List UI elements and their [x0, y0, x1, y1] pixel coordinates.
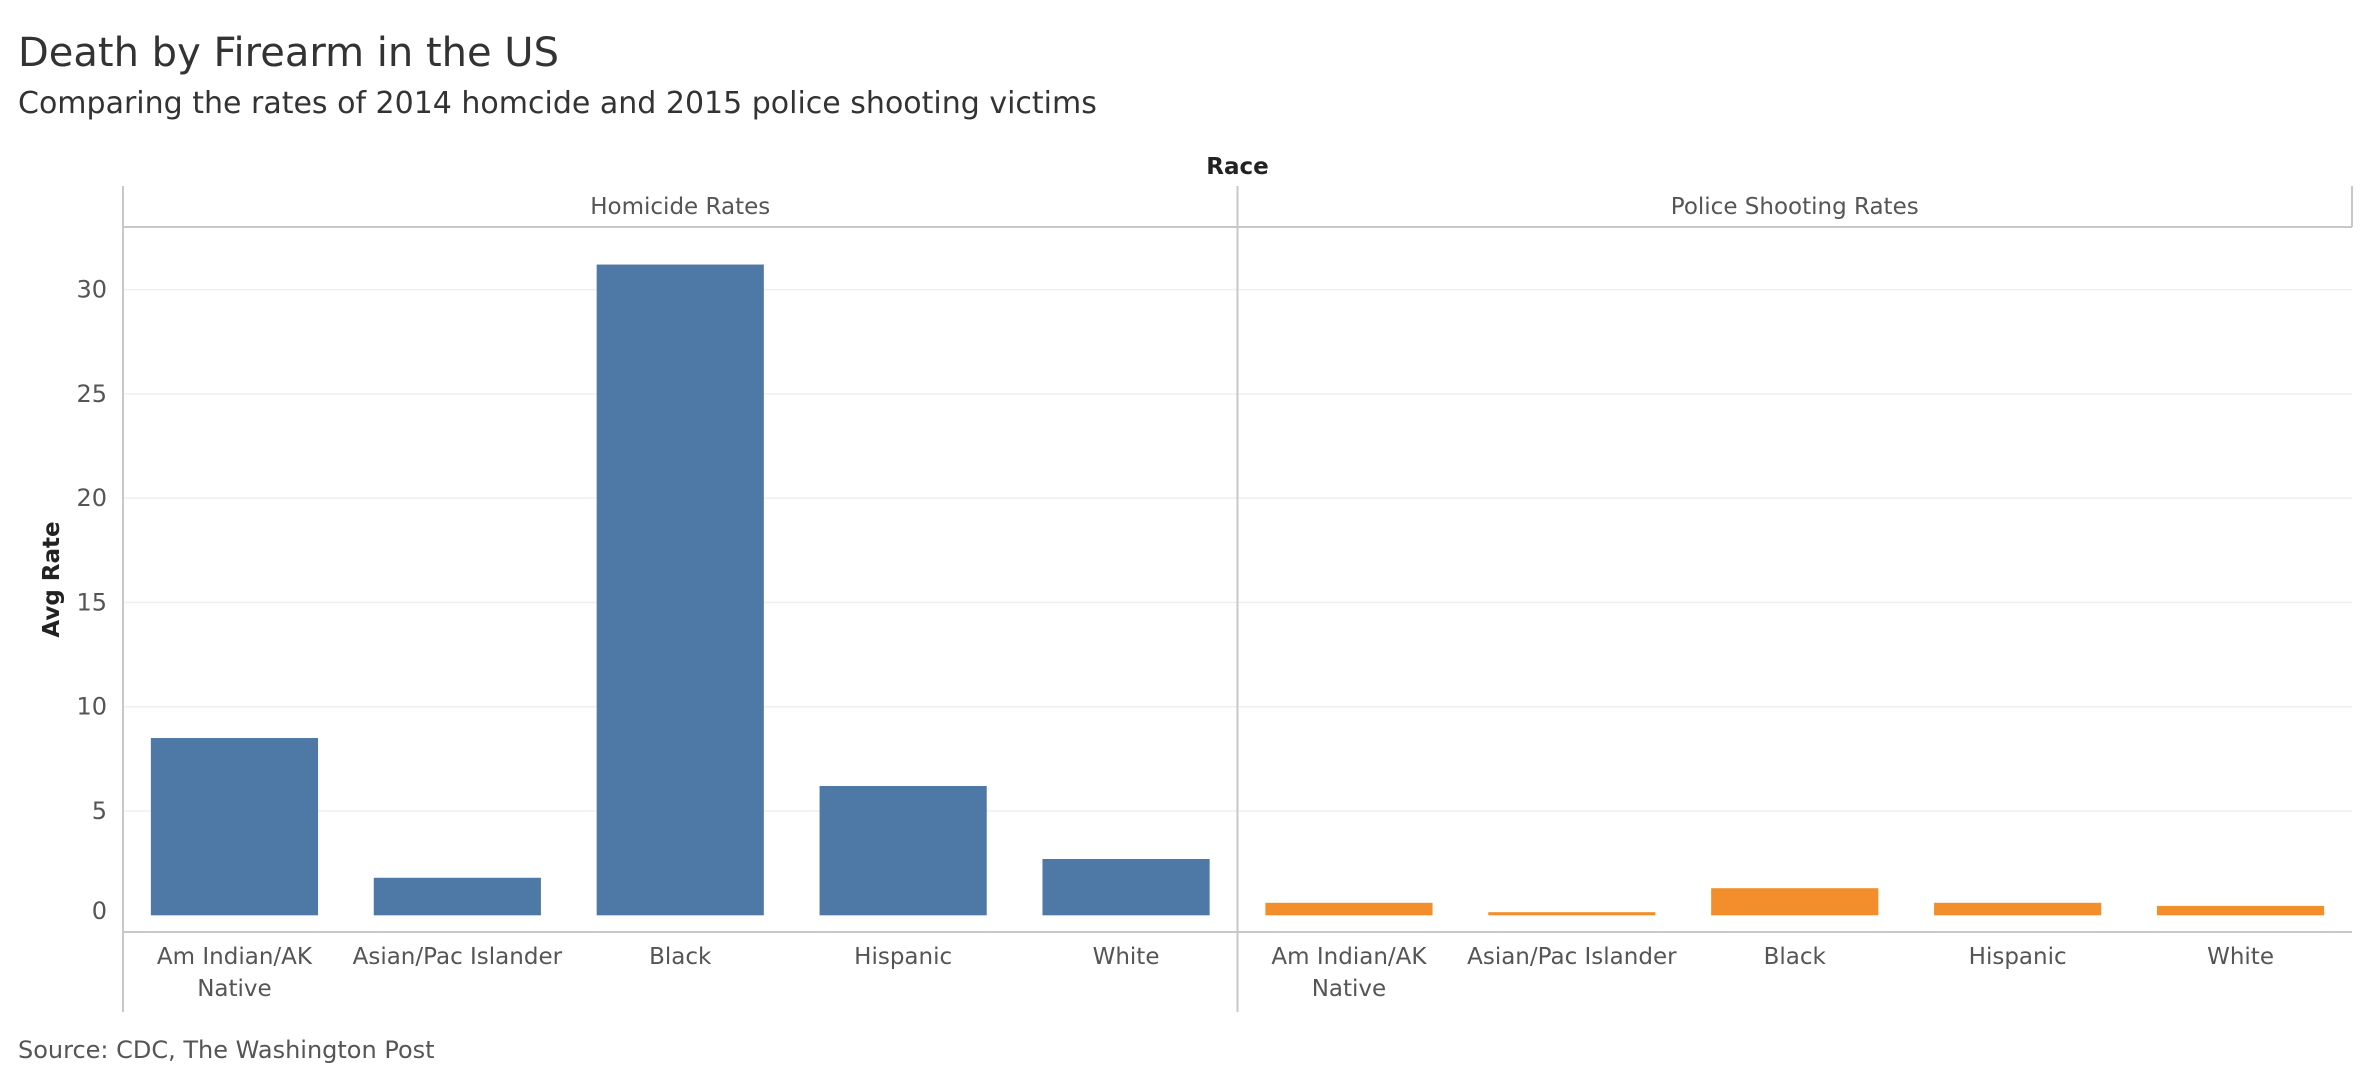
category-label-1-3: Hispanic	[1969, 944, 2067, 970]
bar-0-3	[819, 785, 987, 916]
category-label-1-0: Am Indian/AK Native	[1271, 944, 1427, 1002]
category-label-0-3: Hispanic	[854, 944, 952, 970]
y-tick-label-10: 10	[76, 693, 107, 721]
y-tick-label-15: 15	[76, 588, 107, 616]
bar-0-1	[373, 877, 541, 916]
bar-1-2	[1711, 888, 1879, 916]
panel-header-1: Police Shooting Rates	[1671, 194, 1919, 220]
y-tick-label-0: 0	[92, 897, 107, 925]
y-tick-label-30: 30	[76, 276, 107, 304]
y-tick-label-25: 25	[76, 380, 107, 408]
panel-header-0: Homicide Rates	[590, 194, 770, 220]
y-tick-label-20: 20	[76, 484, 107, 512]
category-label-0-0: Am Indian/AK Native	[157, 944, 313, 1002]
category-label-1-4: White	[2207, 944, 2274, 970]
chart-subtitle: Comparing the rates of 2014 homcide and …	[18, 86, 1097, 121]
bar-1-3	[1934, 902, 2102, 916]
category-label-0-4: White	[1093, 944, 1160, 970]
bar-1-1	[1488, 912, 1656, 916]
category-label-0-2: Black	[649, 944, 712, 970]
bar-0-2	[596, 264, 764, 916]
bar-1-4	[2156, 905, 2325, 916]
y-tick-label-5: 5	[92, 797, 107, 825]
bar-0-0	[150, 738, 319, 916]
bar-1-0	[1265, 902, 1433, 916]
chart-title: Death by Firearm in the US	[18, 30, 559, 76]
source-note: Source: CDC, The Washington Post	[18, 1036, 435, 1064]
y-axis-label: Avg Rate	[39, 521, 65, 637]
category-label-0-1: Asian/Pac Islander	[353, 944, 563, 970]
category-label-1-2: Black	[1764, 944, 1827, 970]
bar-0-4	[1042, 858, 1210, 916]
column-header-race: Race	[1206, 154, 1268, 180]
category-label-1-1: Asian/Pac Islander	[1467, 944, 1677, 970]
